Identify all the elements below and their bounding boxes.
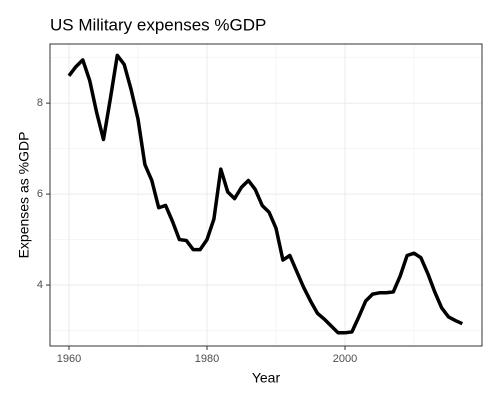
panel-border [49,43,483,347]
y-tick-label: 4 [37,279,43,291]
x-tick-label: 2000 [333,353,357,365]
y-axis-label: Expenses as %GDP [16,132,32,259]
line [67,53,464,335]
y-tick-label: 8 [37,97,43,109]
chart-title: US Military expenses %GDP [50,15,266,34]
y-tick-label: 6 [37,188,43,200]
x-axis-label: Year [252,370,281,386]
x-tick-label: 1980 [195,353,219,365]
x-tick-label: 1960 [57,353,81,365]
